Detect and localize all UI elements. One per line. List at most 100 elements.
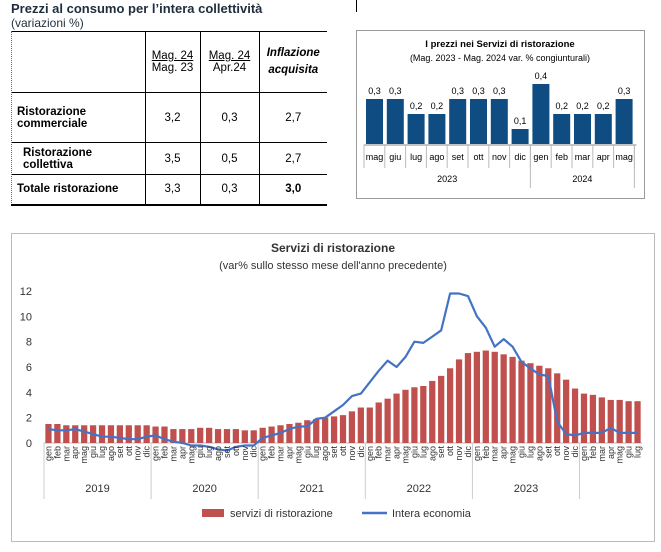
- table-cell: 2,7: [258, 142, 327, 175]
- data-label: 0,3: [389, 86, 402, 96]
- bar: [179, 429, 186, 443]
- table-cell: 0,5: [199, 142, 259, 175]
- data-label: 0,2: [410, 101, 423, 111]
- y-tick-label: 2: [26, 413, 32, 425]
- month-label: nov: [454, 446, 464, 461]
- table-left-border: [11, 31, 13, 203]
- month-label: giu: [409, 446, 419, 458]
- month-label: giu: [88, 446, 98, 458]
- data-label: 0,2: [597, 101, 610, 111]
- bar: [223, 429, 231, 443]
- month-label: giu: [624, 446, 634, 458]
- month-label: mag: [186, 446, 196, 464]
- y-tick-label: 12: [20, 286, 32, 298]
- legend-swatch-bars: [202, 509, 224, 517]
- month-label: ott: [338, 446, 348, 457]
- bar: [509, 356, 516, 443]
- series-line: [48, 292, 638, 452]
- year-label: 2019: [85, 483, 109, 495]
- month-label: giu: [302, 446, 312, 458]
- category-label: set: [452, 152, 465, 162]
- month-label: set: [329, 446, 339, 459]
- bar: [449, 99, 467, 144]
- data-label: 0,2: [576, 101, 589, 111]
- bar: [330, 416, 338, 443]
- bar: [625, 401, 632, 443]
- inflation-table: Mag. 24 Mag. 23 Mag. 24 Apr.24 Inflazione a…: [11, 31, 327, 206]
- month-label: giu: [195, 446, 205, 458]
- chart-subtitle: (var% sullo stesso mese dell'anno preced…: [219, 260, 447, 272]
- bar: [205, 427, 213, 443]
- bar: [598, 397, 605, 443]
- bar: [197, 427, 204, 443]
- data-label: 0,1: [514, 116, 527, 126]
- month-label: feb: [267, 446, 277, 459]
- data-label: 0,2: [431, 101, 444, 111]
- category-label: mar: [575, 152, 591, 162]
- month-label: mar: [383, 446, 393, 462]
- month-label: mar: [597, 446, 607, 462]
- page-title: Prezzi al consumo per l’intera collettiv…: [11, 1, 263, 16]
- category-label: giu: [389, 152, 401, 162]
- month-label: gen: [365, 446, 375, 461]
- month-label: set: [436, 446, 446, 459]
- bar: [313, 418, 320, 443]
- bar: [277, 425, 284, 443]
- category-label: lug: [410, 152, 422, 162]
- month-label: gen: [43, 446, 53, 461]
- bar: [366, 407, 373, 443]
- bar: [545, 368, 552, 443]
- bar: [304, 420, 311, 443]
- bar: [241, 430, 248, 443]
- bar: [518, 360, 525, 443]
- month-label: gen: [579, 446, 589, 461]
- month-label: nov: [347, 446, 357, 461]
- bar: [357, 407, 364, 443]
- category-label: nov: [492, 152, 507, 162]
- bar: [402, 389, 409, 443]
- bar: [259, 427, 266, 443]
- y-tick-label: 8: [26, 337, 32, 349]
- month-label: lug: [204, 446, 214, 458]
- bar: [589, 394, 597, 443]
- month-label: apr: [606, 446, 616, 459]
- year-label: 2022: [407, 483, 431, 495]
- month-label: mar: [276, 446, 286, 462]
- month-label: dic: [142, 446, 152, 458]
- category-label: apr: [597, 152, 610, 162]
- month-label: dic: [570, 446, 580, 458]
- bar: [554, 373, 561, 443]
- table-cell: 0,3: [199, 92, 259, 143]
- table-cell: 3,3: [144, 174, 200, 206]
- month-label: set: [115, 446, 125, 459]
- month-label: apr: [177, 446, 187, 459]
- month-label: nov: [240, 446, 250, 461]
- data-label: 0,3: [493, 86, 506, 96]
- month-label: ott: [231, 446, 241, 457]
- bar: [286, 424, 293, 443]
- month-label: mar: [61, 446, 71, 462]
- month-label: feb: [374, 446, 384, 459]
- month-label: gen: [151, 446, 161, 461]
- bar: [482, 350, 489, 443]
- month-label: feb: [159, 446, 169, 459]
- data-label: 0,4: [535, 71, 548, 81]
- page-subtitle: (variazioni %): [11, 16, 84, 30]
- bar: [532, 84, 550, 144]
- month-label: dic: [356, 446, 366, 458]
- category-label: mag: [615, 152, 633, 162]
- bar: [134, 425, 141, 443]
- month-label: feb: [52, 446, 62, 459]
- bar: [161, 426, 168, 443]
- category-label: feb: [555, 152, 568, 162]
- bar: [232, 429, 240, 443]
- bar: [428, 114, 446, 144]
- bar: [446, 368, 454, 443]
- bar: [143, 425, 150, 443]
- month-label: ott: [552, 446, 562, 457]
- bar: [429, 380, 436, 443]
- month-label: giu: [517, 446, 527, 458]
- month-label: mar: [168, 446, 178, 462]
- bar: [45, 424, 52, 443]
- bar: [563, 379, 570, 443]
